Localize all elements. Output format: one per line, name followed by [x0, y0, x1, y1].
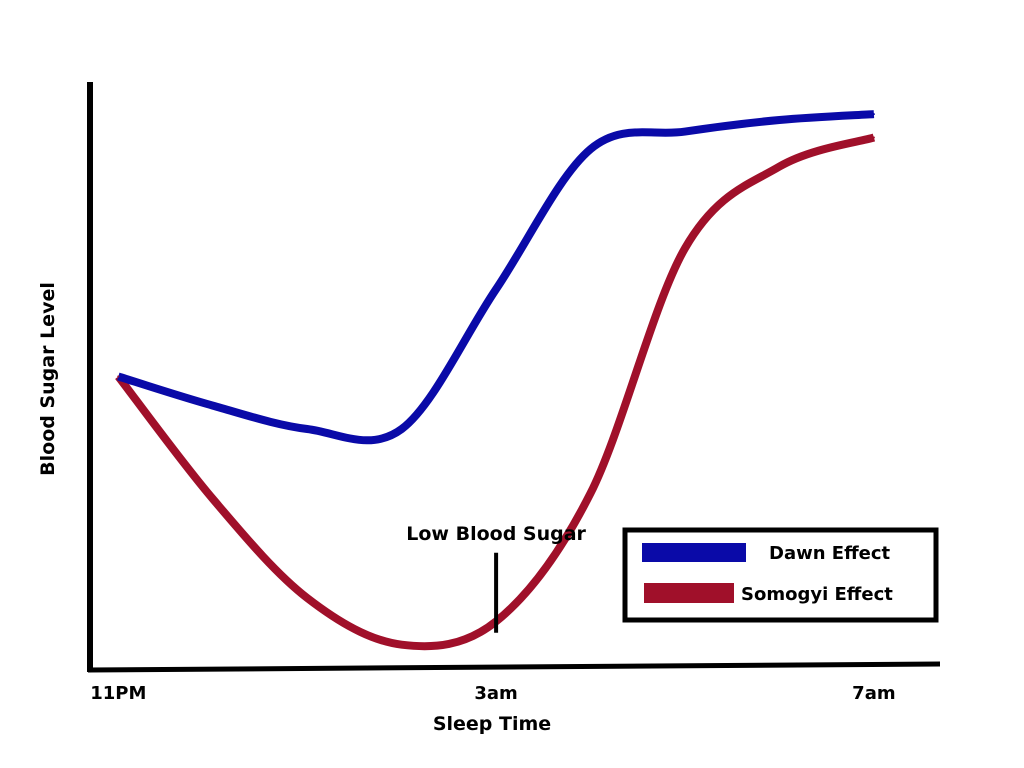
data-point-dawn-effect-3 — [400, 428, 403, 430]
data-point-somogyi-effect-7 — [778, 165, 781, 168]
data-point-somogyi-effect-2 — [306, 597, 309, 599]
y-axis-label: Blood Sugar Level — [37, 282, 59, 476]
data-point-somogyi-effect-5 — [589, 492, 592, 495]
data-point-dawn-effect-6 — [684, 130, 686, 133]
x-tick-label-7am: 7am — [852, 683, 895, 704]
legend: Dawn Effect Somogyi Effect — [622, 527, 939, 623]
legend-label-dawn-effect: Dawn Effect — [769, 543, 891, 564]
annotation-label: Low Blood Sugar — [406, 523, 586, 545]
x-tick-label-3am: 3am — [474, 683, 517, 704]
x-axis-label: Sleep Time — [433, 713, 551, 735]
data-point-somogyi-effect-8 — [872, 136, 875, 139]
legend-swatch-dawn-effect — [642, 543, 746, 562]
x-tick-label-11pm: 11PM — [90, 683, 146, 704]
data-point-dawn-effect-5 — [589, 148, 592, 151]
series-line-somogyi-effect — [115, 133, 876, 651]
data-point-dawn-effect-4 — [495, 288, 498, 291]
data-point-somogyi-effect-0 — [117, 375, 120, 378]
x-axis — [87, 661, 941, 673]
series-line-dawn-effect — [117, 110, 875, 445]
legend-swatch-somogyi-effect — [644, 583, 734, 603]
data-point-somogyi-effect-3 — [400, 643, 403, 646]
data-point-dawn-effect-8 — [872, 113, 875, 116]
data-point-dawn-effect-1 — [211, 404, 214, 407]
legend-label-somogyi-effect: Somogyi Effect — [741, 584, 893, 605]
data-point-somogyi-effect-1 — [211, 497, 214, 500]
data-point-dawn-effect-7 — [778, 119, 781, 121]
data-point-dawn-effect-2 — [306, 428, 309, 430]
data-point-somogyi-effect-6 — [684, 247, 686, 250]
